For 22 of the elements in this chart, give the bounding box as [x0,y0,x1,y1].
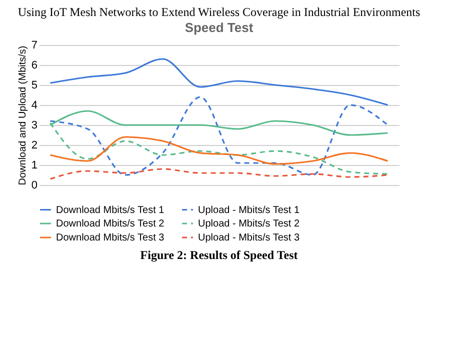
y-axis-title: Download and Upload (Mbits/s) [17,46,28,186]
legend-label: Upload - Mbits/s Test 2 [198,218,300,230]
legend-label: Download Mbits/s Test 3 [56,232,165,244]
y-tick-label: 1 [31,160,38,172]
legend-label: Download Mbits/s Test 2 [56,218,165,230]
line-series [49,58,389,106]
caption: Figure 2: Results of Speed Test [140,248,298,262]
y-tick-label: 2 [31,140,38,152]
line-series [49,96,389,176]
line-series [49,168,389,180]
legend-label: Upload - Mbits/s Test 3 [198,232,300,244]
y-tick-label: 6 [31,60,38,72]
y-tick-label: 3 [31,120,38,132]
y-tick-label: 4 [31,100,38,112]
y-tick-label: 5 [31,80,38,92]
legend-label: Upload - Mbits/s Test 1 [198,204,300,216]
chart-title: Speed Test [184,20,254,35]
line-series [49,136,389,165]
legend-label: Download Mbits/s Test 1 [56,204,165,216]
y-tick-label: 7 [31,40,38,52]
y-tick-label: 0 [31,180,38,192]
text: Using IoT Mesh Networks to Extend Wireless Coverage in Industrial Environments [18,5,420,19]
